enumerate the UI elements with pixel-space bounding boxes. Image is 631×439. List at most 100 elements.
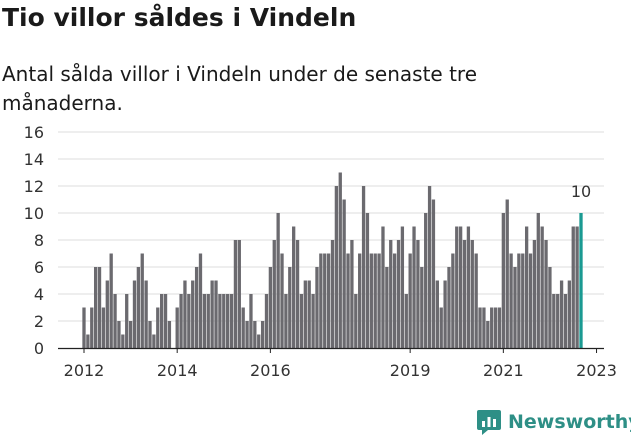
bar	[400, 226, 405, 348]
y-tick-label: 12	[24, 177, 44, 196]
bar	[109, 253, 113, 348]
bar	[431, 199, 436, 348]
bar	[90, 307, 94, 348]
bar	[323, 253, 327, 348]
y-tick-label: 0	[34, 339, 44, 358]
bar	[175, 307, 179, 348]
bar	[563, 294, 568, 348]
bar	[458, 226, 463, 348]
bar	[222, 294, 226, 348]
bar	[144, 280, 148, 348]
y-tick-label: 16	[24, 123, 44, 142]
bar	[210, 280, 214, 348]
bar	[257, 334, 261, 348]
bar	[342, 199, 346, 348]
bar	[93, 267, 98, 348]
bar	[365, 213, 370, 348]
bar	[451, 253, 455, 348]
bar	[237, 240, 241, 348]
x-axis-labels: 2012201420162019202120232025	[64, 348, 617, 380]
bar	[350, 240, 354, 348]
newsworthy-brand[interactable]: Newsworthy	[476, 408, 631, 436]
bar	[420, 267, 424, 348]
bar	[125, 294, 129, 348]
bar	[470, 240, 474, 348]
bar	[478, 307, 482, 348]
bar	[338, 172, 342, 348]
bar	[292, 226, 296, 348]
bar	[389, 240, 393, 348]
y-tick-label: 2	[34, 312, 44, 331]
x-tick-label: 2012	[64, 361, 105, 380]
bar	[136, 267, 141, 348]
bar	[288, 267, 292, 348]
bar	[501, 213, 505, 348]
y-tick-label: 4	[34, 285, 44, 304]
bar	[408, 253, 412, 348]
bar	[556, 294, 560, 348]
x-tick-label: 2014	[157, 361, 198, 380]
x-tick-label: 2016	[250, 361, 291, 380]
bar	[447, 267, 451, 348]
bar	[381, 226, 385, 348]
bar	[544, 240, 548, 348]
bar	[303, 280, 307, 348]
bar	[493, 307, 498, 348]
y-tick-label: 8	[34, 231, 44, 250]
bar	[97, 267, 102, 348]
bar	[540, 226, 544, 348]
bar	[369, 253, 373, 348]
bar	[567, 280, 572, 348]
x-tick-label: 2021	[483, 361, 524, 380]
bar	[319, 253, 323, 348]
y-tick-label: 6	[34, 258, 44, 277]
bar	[194, 267, 199, 348]
bar	[284, 294, 288, 348]
bar	[559, 280, 564, 348]
bar	[121, 334, 125, 348]
bar	[435, 280, 439, 348]
bar	[105, 280, 109, 348]
newsworthy-logo-icon	[477, 410, 501, 435]
bar	[187, 294, 191, 348]
bar	[233, 240, 238, 348]
x-tick-label: 2019	[390, 361, 431, 380]
bar	[82, 307, 86, 348]
bar	[528, 253, 533, 348]
bar	[392, 253, 397, 348]
bar	[132, 280, 137, 348]
bar	[486, 321, 490, 348]
bar	[295, 240, 300, 348]
chart-subtitle: Antal sålda villor i Vindeln under de se…	[2, 62, 478, 115]
bar	[160, 294, 164, 348]
bar	[214, 280, 218, 348]
bar	[575, 226, 579, 348]
bar	[427, 186, 432, 348]
bar	[354, 294, 358, 348]
chart-title: Tio villor såldes i Vindeln	[2, 3, 357, 32]
bar	[183, 280, 187, 348]
bar	[272, 240, 276, 348]
bar	[307, 280, 311, 348]
bar	[140, 253, 144, 348]
highlight-bar	[579, 213, 583, 348]
y-tick-label: 10	[24, 204, 44, 223]
bar	[299, 294, 304, 348]
bar	[315, 267, 319, 348]
bar	[245, 321, 249, 348]
bar	[113, 294, 117, 348]
bar	[517, 253, 521, 348]
bar	[490, 307, 494, 348]
bar	[241, 307, 245, 348]
brand-name: Newsworthy	[508, 411, 631, 433]
bar	[571, 226, 575, 348]
bar	[280, 253, 284, 348]
bar	[334, 186, 339, 348]
bar	[532, 240, 537, 348]
bar	[552, 294, 556, 348]
bar	[206, 294, 210, 348]
bar	[474, 253, 478, 348]
bar	[443, 280, 447, 348]
bar	[330, 240, 335, 348]
